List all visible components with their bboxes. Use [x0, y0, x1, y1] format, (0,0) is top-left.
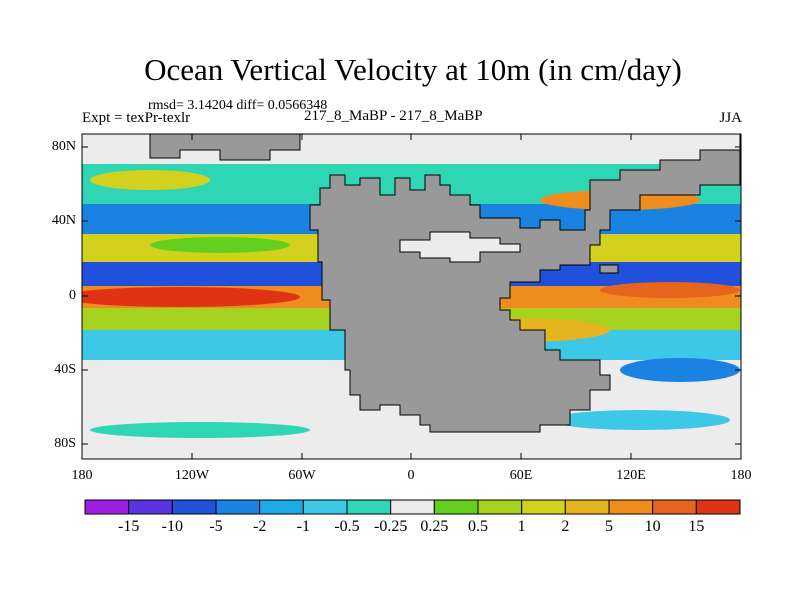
lat-label: 80S: [54, 436, 76, 451]
stats-text: rmsd= 3.14204 diff= 0.0566348: [148, 98, 328, 113]
experiment-label: Expt = texPr-texlr: [82, 110, 191, 126]
colorbar-label: 5: [605, 518, 613, 535]
colorbar-label: -0.5: [334, 518, 360, 535]
colorbar-swatch: [477, 499, 523, 515]
colorbar-swatch: [128, 499, 173, 515]
lon-label: 120W: [174, 468, 210, 483]
lat-label: 0: [69, 288, 76, 303]
colorbar-swatch: [302, 499, 348, 515]
colorbar-swatch: [259, 499, 304, 515]
map-panel: [82, 134, 741, 459]
colorbar-label: -5: [209, 518, 223, 535]
colorbar-label: -15: [117, 518, 140, 535]
lat-label: 80N: [51, 139, 76, 154]
colorbar-swatch: [433, 499, 479, 515]
lon-label: 120E: [616, 468, 646, 483]
land-island: [599, 264, 619, 274]
colorbar-label: 1: [517, 518, 526, 535]
colorbar-label: 2: [561, 518, 570, 535]
case-label: 217_8_MaBP - 217_8_MaBP: [304, 108, 483, 124]
colorbar-label: 15: [688, 518, 705, 535]
colorbar-swatch: [564, 499, 610, 515]
lon-label: 180: [71, 468, 93, 483]
colorbar-swatch: [390, 499, 435, 515]
colorbar-swatch: [652, 499, 697, 515]
colorbar-swatch: [84, 499, 130, 515]
colorbar-swatch: [608, 499, 654, 515]
colorbar-swatch: [215, 499, 261, 515]
colorbar-label: -1: [296, 518, 310, 535]
land-americas-africa: [309, 134, 741, 433]
axis-ticks: [81, 134, 742, 459]
land-greenland-north: [149, 134, 301, 161]
colorbar-swatch: [346, 499, 392, 515]
lon-label: 60E: [509, 468, 533, 483]
colorbar-label: -2: [252, 518, 267, 535]
lon-label: 60W: [288, 468, 316, 483]
colorbar-swatch: [521, 499, 566, 515]
colorbar-swatch: [695, 499, 741, 515]
lon-label: 180: [730, 468, 752, 483]
colorbar-label: 10: [644, 518, 661, 535]
lat-label: 40S: [54, 362, 76, 377]
colorbar-label: 0.5: [468, 518, 488, 535]
colorbar-label: -10: [161, 518, 183, 535]
colorbar-label: 0.25: [420, 518, 449, 535]
colorbar-label: -0.25: [373, 518, 408, 535]
map-title: Ocean Vertical Velocity at 10m (in cm/da…: [144, 52, 682, 87]
season-label: JJA: [719, 110, 742, 126]
land-europe-bridge: [399, 231, 521, 263]
lon-label: 0: [407, 468, 415, 483]
colorbar: [84, 499, 741, 515]
colorbar-swatch: [171, 499, 217, 515]
lat-label: 40N: [51, 213, 76, 228]
